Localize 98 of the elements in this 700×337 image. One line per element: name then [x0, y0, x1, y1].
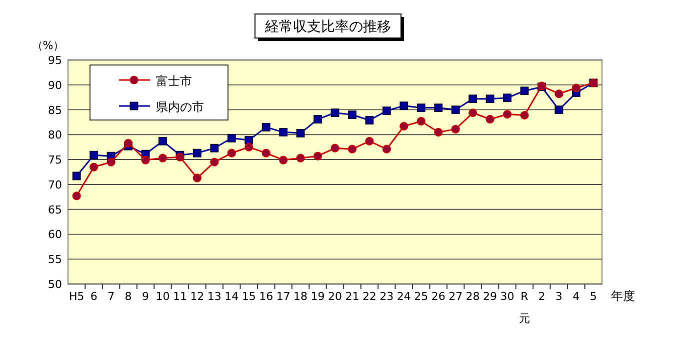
- point: [348, 144, 357, 154]
- point: [90, 150, 98, 160]
- point: [572, 84, 580, 92]
- point: [262, 123, 270, 132]
- x-axis-title: 年度: [611, 289, 635, 303]
- point: [210, 158, 219, 166]
- point: [262, 148, 270, 158]
- point: [330, 144, 340, 152]
- x-tick-label: 18: [294, 290, 308, 303]
- point: [158, 136, 167, 146]
- x-tick-label: 12: [190, 290, 204, 303]
- point: [227, 134, 236, 142]
- point: [520, 110, 529, 120]
- x-tick-label: 7: [108, 290, 115, 303]
- x-tick-label: 16: [259, 290, 274, 303]
- y-tick-label: 85: [48, 104, 62, 117]
- x-tick-label: 28: [466, 290, 480, 303]
- point: [330, 108, 340, 117]
- point: [279, 156, 288, 164]
- point: [158, 154, 168, 162]
- y-tick-label: 70: [48, 178, 62, 192]
- y-tick-label: 50: [48, 278, 62, 291]
- x-tick-label: 19: [310, 290, 325, 303]
- point: [279, 128, 288, 136]
- x-tick-label: 4: [572, 290, 580, 303]
- point: [554, 106, 564, 114]
- legend-label: 富士市: [156, 74, 192, 88]
- point: [106, 158, 116, 166]
- chart-title: 経常収支比率の推移: [264, 19, 391, 35]
- point: [192, 148, 202, 158]
- point: [313, 152, 322, 160]
- point: [72, 172, 81, 180]
- point: [124, 138, 133, 148]
- x-tick-label: 10: [156, 290, 170, 303]
- x-tick-label: 23: [380, 290, 394, 303]
- y-tick-label: 90: [48, 78, 62, 92]
- point: [503, 94, 512, 102]
- point: [314, 115, 322, 124]
- point: [296, 128, 305, 138]
- point: [365, 136, 374, 146]
- x-tick-label: 9: [142, 290, 150, 303]
- point: [416, 104, 426, 112]
- x-tick-label: 13: [207, 290, 222, 303]
- point: [434, 104, 443, 112]
- point: [502, 110, 512, 119]
- point: [296, 154, 305, 162]
- y-tick-label: 75: [48, 154, 62, 167]
- x-tick-label: 20: [328, 290, 342, 303]
- x-tick-label: H5: [68, 290, 84, 303]
- x-tick-label: 8: [124, 290, 132, 303]
- point: [400, 122, 408, 131]
- x-tick-label: 26: [431, 290, 446, 303]
- point: [192, 174, 202, 182]
- point: [486, 94, 494, 104]
- point: [451, 106, 460, 114]
- point: [348, 110, 356, 119]
- point: [554, 90, 564, 98]
- point: [244, 136, 254, 144]
- x-tick-label: 27: [448, 290, 463, 303]
- x-tick-label: 11: [172, 290, 187, 303]
- point: [227, 148, 236, 158]
- point: [90, 162, 98, 172]
- y-axis-title: （%）: [32, 39, 64, 52]
- x-tick-label: 5: [590, 290, 597, 303]
- point: [244, 142, 254, 152]
- point: [416, 116, 426, 126]
- x-tick-label: 15: [242, 290, 256, 303]
- point: [520, 86, 529, 96]
- x-tick-label: 22: [362, 290, 376, 303]
- x-tick-label: 2: [538, 290, 546, 303]
- y-tick-label: 65: [48, 203, 62, 216]
- point: [451, 124, 460, 134]
- x-tick-label: 6: [90, 290, 98, 303]
- y-tick-label: 55: [48, 253, 62, 266]
- y-tick-label: 60: [48, 228, 62, 242]
- legend-label: 県内の市: [156, 100, 204, 114]
- x-tick-label: 24: [396, 290, 411, 303]
- point: [486, 114, 494, 124]
- y-tick-label: 80: [48, 128, 62, 142]
- x-tick-label: 3: [555, 290, 562, 303]
- point: [210, 144, 219, 152]
- point: [468, 94, 478, 104]
- x-tick-label: 29: [483, 290, 498, 303]
- point: [72, 192, 81, 200]
- point: [434, 128, 443, 136]
- x-tick-label: 21: [345, 290, 360, 303]
- point: [382, 106, 391, 115]
- point: [365, 116, 374, 124]
- x-tick-label: 14: [224, 290, 239, 303]
- point: [400, 102, 408, 110]
- x-tick-label: 17: [276, 290, 290, 303]
- point: [382, 144, 391, 154]
- point: [141, 156, 150, 164]
- x-tick-label: 30: [500, 290, 514, 303]
- x-tick-label: R 元: [518, 290, 530, 325]
- y-tick-label: 95: [48, 54, 62, 67]
- x-tick-label: 25: [414, 290, 428, 303]
- point: [468, 108, 478, 118]
